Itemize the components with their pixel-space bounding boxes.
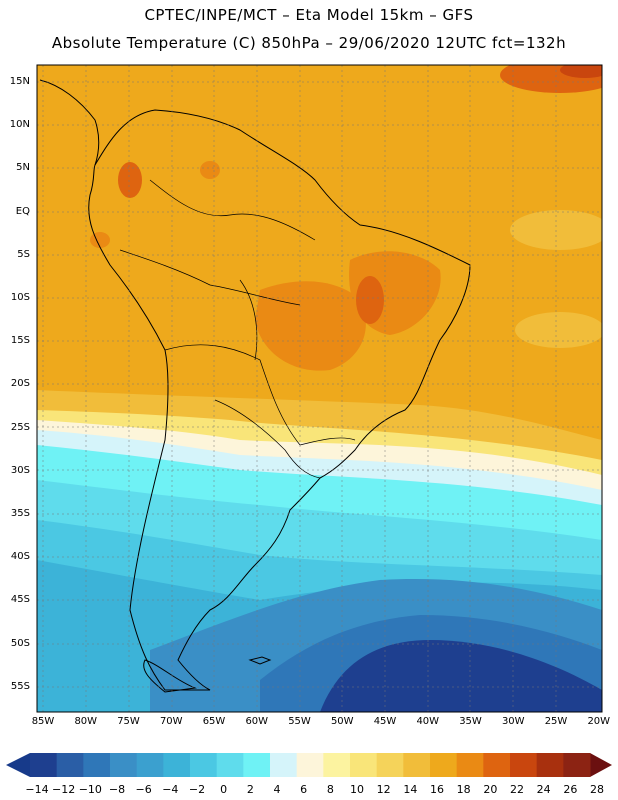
latitude-label: 15N [9,76,30,87]
colorbar-tick-label: 8 [326,783,334,796]
colorbar-swatch [403,753,431,777]
graticule [37,65,602,712]
longitude-label: 50W [330,716,354,727]
longitude-label: 20W [587,716,611,727]
colorbar-swatch [83,753,111,777]
colorbar-swatch [483,753,511,777]
colorbar-tick-label: −4 [162,783,179,796]
latitude-label: 35S [10,508,30,519]
latitude-label: 45S [10,594,30,606]
colorbar-tick-label: 16 [430,783,444,796]
colorbar-swatch [376,753,404,777]
colorbar-tick-label: 12 [376,783,391,796]
colorbar-swatch [110,753,138,777]
latitude-label: 5S [17,248,30,260]
latitude-label: 10N [9,119,30,131]
colorbar-swatch [350,753,378,777]
colorbar-tick-label: −14 [25,783,49,796]
colorbar-swatch [216,753,244,777]
colorbar-left-arrow [6,753,30,777]
colorbar-swatch [563,753,591,777]
colorbar-tick-label: 14 [403,783,418,796]
colorbar-tick-label: 26 [563,783,578,796]
colorbar-tick-label: 22 [510,783,524,796]
longitude-label: 55W [288,716,311,727]
map-title: CPTEC/INPE/MCT – Eta Model 15km – GFS [144,6,474,24]
colorbar-swatch [190,753,218,777]
colorbar-tick-label: 2 [246,783,254,796]
latitude-label: 50S [10,637,30,649]
colorbar-tick-label: 20 [483,783,498,796]
colorbar [6,753,612,777]
longitude-label: 25W [544,716,568,727]
colorbar-tick-label: 18 [456,783,471,796]
longitude-label: 60W [245,716,269,727]
longitude-label: 40W [416,716,440,727]
colorbar-swatch [296,753,324,777]
colorbar-swatch [456,753,484,777]
colorbar-tick-label: 6 [300,783,308,796]
colorbar-tick-label: −2 [188,783,206,796]
colorbar-tick-label: 24 [536,783,551,796]
latitude-label: 10S [10,292,30,303]
longitude-label: 70W [159,716,183,727]
latitude-label: 5N [16,162,30,174]
colorbar-swatch [30,753,58,777]
colorbar-tick-label: 0 [220,783,228,796]
longitude-label: 45W [373,716,397,727]
map-frame [36,64,603,713]
colorbar-tick-label: −12 [52,783,76,796]
longitude-label: 35W [459,716,482,727]
colorbar-tick-label: 10 [350,783,364,796]
colorbar-swatch [243,753,271,777]
latitude-label: 55S [10,680,30,692]
colorbar-tick-label: 4 [273,783,281,796]
country-borders [119,179,356,479]
colorbar-swatch [56,753,84,777]
colorbar-tick-label: 28 [590,783,604,796]
colorbar-swatch [323,753,351,777]
longitude-label: 65W [202,716,226,727]
latitude-label: 15S [10,335,30,347]
colorbar-swatch [510,753,538,777]
latitude-label: 25S [10,421,30,433]
colorbar-swatch [270,753,298,777]
longitude-label: 85W [31,716,55,727]
map-subtitle: Absolute Temperature (C) 850hPa – 29/06/… [51,34,567,52]
longitude-label: 75W [117,716,140,727]
latitude-label: 20S [10,378,30,390]
longitude-label: 30W [501,716,525,727]
colorbar-swatch [163,753,191,777]
colorbar-tick-label: −6 [135,783,152,796]
colorbar-tick-label: −10 [78,783,102,796]
colorbar-right-arrow [590,753,612,777]
colorbar-swatch [136,753,164,777]
latitude-label: EQ [15,205,30,217]
colorbar-tick-label: −8 [108,783,126,796]
colorbar-swatch [430,753,458,777]
longitude-label: 80W [74,716,98,727]
latitude-label: 30S [10,464,30,476]
temperature-field [37,65,602,712]
latitude-label: 40S [10,551,30,563]
colorbar-swatch [536,753,564,777]
